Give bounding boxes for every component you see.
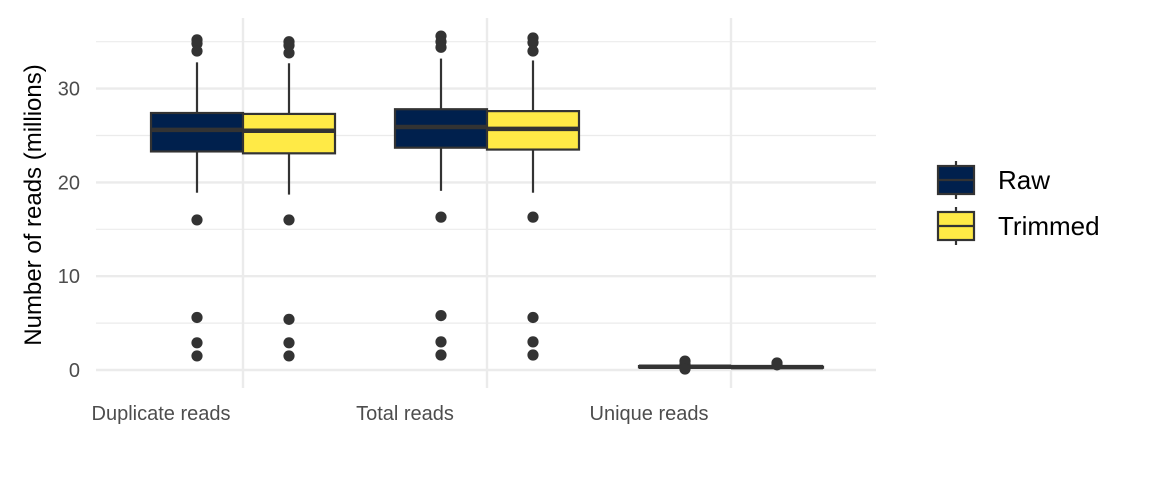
box-raw-1	[393, 30, 489, 361]
box-raw-0	[149, 34, 245, 362]
outlier-point	[435, 211, 447, 223]
outlier-point	[191, 214, 203, 226]
box-series	[149, 30, 825, 375]
outlier-point	[283, 313, 295, 325]
legend: Raw Trimmed	[936, 161, 1100, 245]
box-trimmed-0	[241, 36, 337, 362]
x-tick-label: Total reads	[356, 403, 454, 425]
box-trimmed-1	[485, 32, 581, 361]
outlier-point	[527, 311, 539, 324]
x-tick-label: Duplicate reads	[92, 403, 231, 425]
y-tick-label: 20	[58, 172, 80, 194]
box-trimmed-2	[729, 357, 825, 371]
outlier-point	[191, 350, 203, 362]
outlier-point	[527, 37, 539, 49]
outlier-point	[679, 363, 691, 375]
y-tick-label: 10	[58, 266, 80, 288]
box-raw-2	[637, 355, 733, 375]
y-tick-labels: 0 10 20 30	[58, 79, 80, 382]
outlier-point	[283, 350, 295, 362]
legend-item-raw: Raw	[936, 161, 1050, 199]
outlier-point	[435, 349, 447, 361]
outlier-point	[191, 45, 203, 57]
outlier-point	[191, 311, 203, 324]
outlier-point	[435, 336, 447, 348]
outlier-point	[435, 309, 447, 322]
box-body	[149, 111, 245, 153]
outlier-point	[435, 41, 447, 53]
outlier-point	[191, 337, 203, 349]
y-tick-label: 30	[58, 79, 80, 101]
box-body	[241, 112, 337, 155]
x-tick-label: Unique reads	[590, 403, 709, 425]
legend-item-trimmed: Trimmed	[936, 207, 1100, 245]
outlier-point	[527, 336, 539, 348]
outlier-point	[527, 211, 539, 223]
outlier-point	[283, 337, 295, 349]
outlier-point	[527, 349, 539, 361]
y-tick-label: 0	[69, 360, 80, 382]
y-axis-title: Number of reads (millions)	[20, 64, 47, 345]
outlier-point	[283, 214, 295, 226]
legend-label: Raw	[998, 165, 1050, 195]
x-tick-labels: Duplicate reads Total reads Unique reads	[92, 403, 709, 425]
legend-label: Trimmed	[998, 211, 1100, 241]
outlier-point	[283, 47, 295, 59]
major-gridlines	[96, 18, 876, 388]
outlier-point	[527, 45, 539, 57]
outlier-point	[771, 359, 783, 371]
